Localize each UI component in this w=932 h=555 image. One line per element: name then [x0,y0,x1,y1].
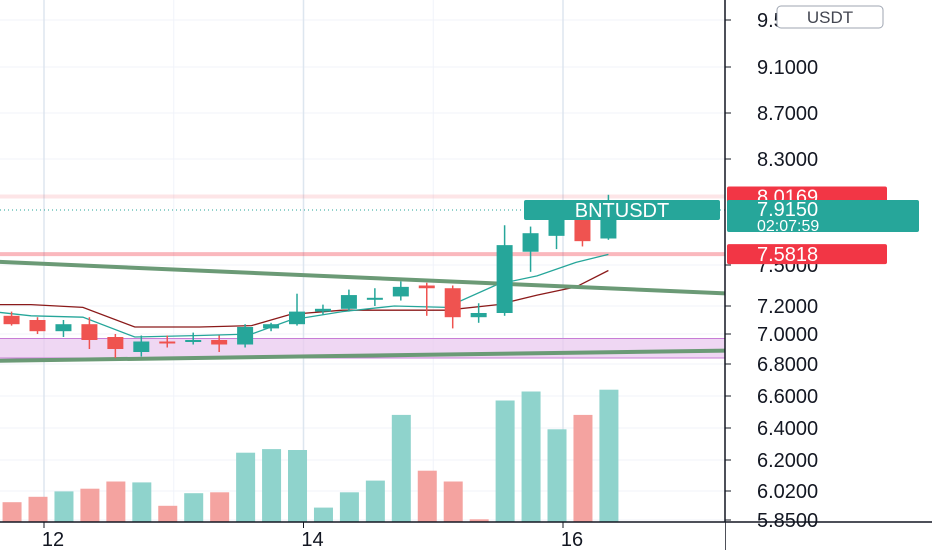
symbol-label-bg [524,200,720,221]
volume-bar [288,450,308,522]
bar-countdown: 02:07:59 [757,218,819,235]
time-axis[interactable]: 12 14 16 [0,521,932,551]
volume-bar [28,496,48,522]
volume-bars [2,389,619,522]
volume-bar [365,480,385,522]
candle-body [340,295,357,309]
currency-badge[interactable]: USDT [776,5,884,29]
time-axis-background [0,522,725,550]
candle-body [522,233,539,252]
candle-body [133,341,150,352]
candle-body [444,288,461,318]
symbol-label: BNTUSDT [575,200,669,222]
volume-bar [158,505,178,522]
candle-body [470,313,487,318]
time-tick-label: 12 [42,529,64,550]
time-tick-label: 14 [301,529,323,550]
candle-body [418,285,435,289]
price-line-label-bg [727,244,887,265]
axis-background [725,0,932,550]
candle-body [81,324,98,340]
candle-body [29,320,46,332]
indicator-line [0,253,609,338]
candle-body [263,324,280,329]
axis-tick-label: 6.6000 [757,386,818,408]
axis-tick-label: 5.8500 [757,510,818,532]
volume-bar [443,481,463,522]
candle-body [289,311,306,325]
volume-bar [573,414,593,522]
volume-bar [391,414,411,522]
volume-bar [599,389,619,522]
candle-body [237,327,254,345]
volume-bar [106,481,126,522]
volume-bar [469,519,489,522]
axis-tick-label: 6.0200 [757,481,818,503]
volume-bar [54,491,74,522]
price-line-label: 7.5818 [757,244,818,266]
candle-body [107,337,124,349]
candle-body [211,340,228,345]
candle-body [185,340,202,342]
time-tick-label: 16 [561,529,583,550]
volume-bar [339,492,359,522]
volume-bar [236,452,256,522]
volume-bar [547,429,567,522]
candle-body [314,308,331,312]
candle-body [392,286,409,297]
price-axis[interactable]: 9.50009.10008.70008.30007.50007.20007.00… [724,0,932,550]
last-price-badge-bg [727,200,919,233]
currency-badge-text: USDT [807,8,853,27]
axis-tick-label: 8.7000 [757,103,818,125]
candle-body [496,245,513,313]
axis-tick-label: 7.0000 [757,324,818,346]
volume-bar [80,488,100,522]
candle-body [159,341,176,344]
volume-bar [210,492,230,522]
candle-body [366,297,383,300]
indicator-line [0,269,609,328]
last-price-value: 7.9150 [757,199,818,221]
axis-tick-label: 6.4000 [757,418,818,440]
volume-bar [184,493,204,522]
volume-bar [313,507,333,522]
candle-body [55,324,72,332]
volume-bar [417,470,437,522]
axis-tick-label: 6.2000 [757,450,818,472]
axis-tick-label: 8.3000 [757,149,818,171]
volume-bar [495,400,515,522]
axis-tick-label: 6.8000 [757,354,818,376]
indicator-lines [0,253,609,338]
volume-bar [132,482,152,522]
volume-bar [262,449,282,522]
axis-tick-label: 9.1000 [757,57,818,79]
volume-bar [2,502,22,522]
volume-bar [521,391,541,522]
candle-body [3,315,20,325]
axis-tick-label: 7.2000 [757,296,818,318]
